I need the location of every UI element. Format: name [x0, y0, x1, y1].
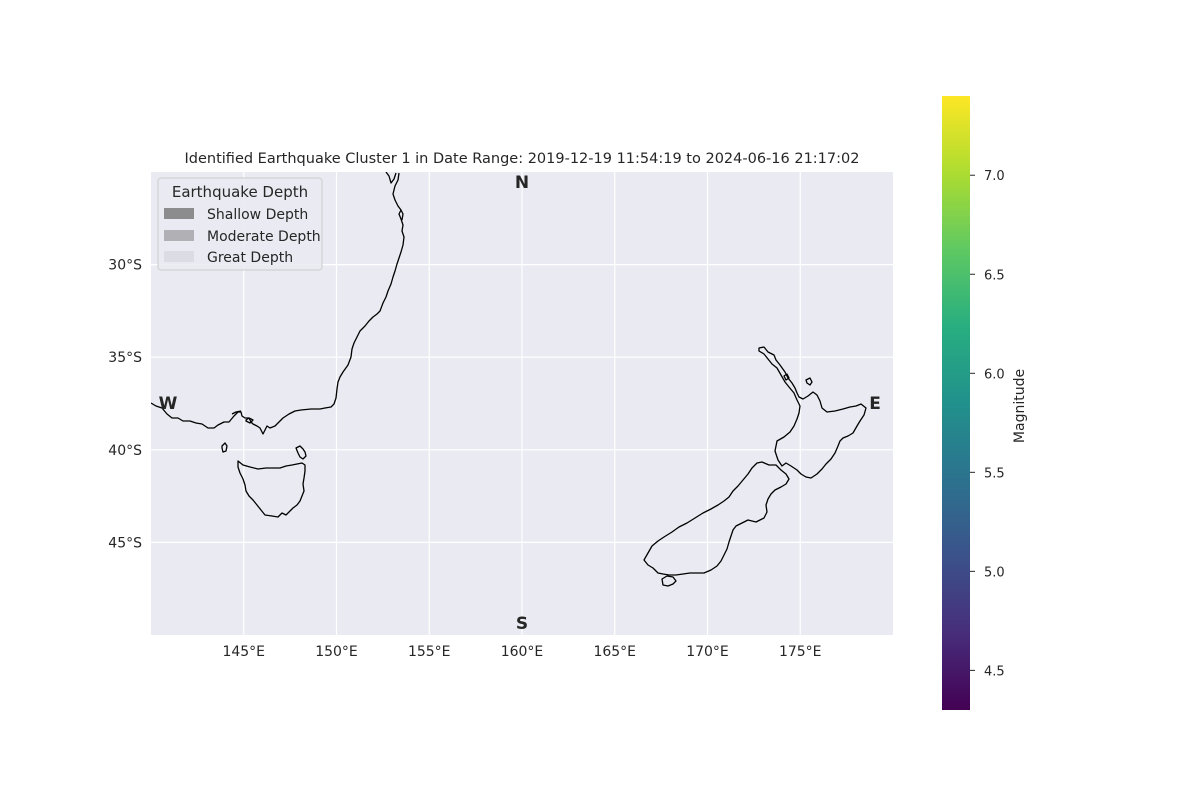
- latitude-tick-labels: 30°S 35°S 40°S 45°S: [108, 258, 142, 552]
- y-tick-label: 35°S: [108, 350, 142, 366]
- legend-swatch-moderate: [164, 230, 194, 241]
- x-tick-label: 155°E: [408, 644, 451, 660]
- colorbar-ticks: 4.5 5.0 5.5 6.0 6.5 7.0: [970, 169, 1005, 679]
- australia-bay-detail: [231, 410, 254, 424]
- legend-swatch-shallow: [164, 208, 194, 219]
- depth-legend: Earthquake Depth Shallow Depth Moderate …: [157, 177, 323, 271]
- flinders-island-coastline: [295, 445, 307, 460]
- north-island-harbour-detail: [783, 373, 813, 386]
- x-tick-label: 170°E: [686, 644, 729, 660]
- colorbar-tick-label: 6.5: [984, 268, 1005, 283]
- king-island-coastline: [221, 442, 228, 453]
- coastlines: [151, 172, 867, 587]
- colorbar-tick-label: 6.0: [984, 367, 1005, 382]
- y-tick-label: 40°S: [108, 443, 142, 459]
- x-tick-label: 160°E: [501, 644, 544, 660]
- compass-west-label: W: [159, 394, 178, 414]
- colorbar-label: Magnitude: [1012, 369, 1028, 443]
- legend-label-shallow: Shallow Depth: [207, 207, 308, 223]
- compass-south-label: S: [516, 614, 528, 634]
- colorbar-tick-label: 5.0: [984, 565, 1005, 580]
- tasmania-coastline: [237, 460, 306, 518]
- legend-label-moderate: Moderate Depth: [207, 229, 321, 245]
- x-tick-label: 175°E: [779, 644, 822, 660]
- x-tick-label: 165°E: [593, 644, 636, 660]
- compass-east-label: E: [869, 394, 881, 414]
- longitude-tick-labels: 145°E 150°E 155°E 160°E 165°E 170°E 175°E: [222, 644, 821, 660]
- magnitude-colorbar: [942, 96, 970, 710]
- colorbar-tick-label: 7.0: [984, 169, 1005, 184]
- legend-title: Earthquake Depth: [172, 183, 308, 201]
- australia-coastline: [151, 172, 405, 435]
- x-tick-label: 150°E: [315, 644, 358, 660]
- south-island-coastline: [643, 461, 790, 576]
- x-tick-label: 145°E: [222, 644, 265, 660]
- colorbar-tick-label: 4.5: [984, 664, 1005, 679]
- y-tick-label: 45°S: [108, 535, 142, 551]
- stewart-island-coastline: [661, 575, 677, 587]
- legend-label-great: Great Depth: [207, 250, 293, 266]
- y-tick-label: 30°S: [108, 258, 142, 274]
- colorbar-tick-label: 5.5: [984, 466, 1005, 481]
- map-title: Identified Earthquake Cluster 1 in Date …: [185, 151, 860, 167]
- north-island-coastline: [758, 346, 867, 479]
- legend-swatch-great: [164, 251, 194, 262]
- compass-north-label: N: [515, 173, 529, 193]
- legend-box: [157, 177, 323, 271]
